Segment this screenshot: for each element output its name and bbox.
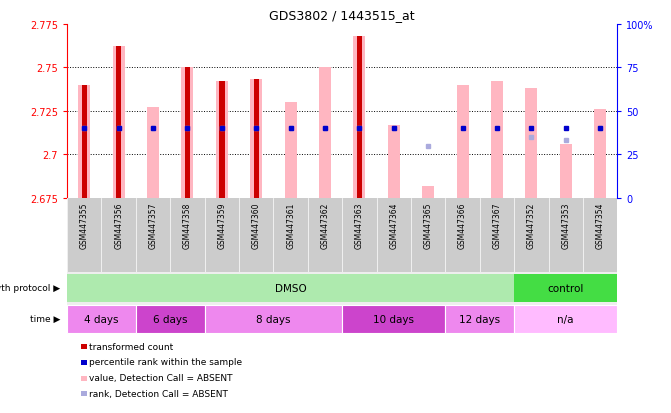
Bar — [216, 82, 228, 198]
Bar — [67, 305, 136, 333]
Bar — [357, 37, 362, 198]
Text: DMSO: DMSO — [274, 283, 307, 293]
Bar — [529, 89, 534, 198]
Bar — [205, 305, 342, 333]
Text: 8 days: 8 days — [256, 314, 291, 324]
Bar — [514, 274, 617, 302]
Title: GDS3802 / 1443515_at: GDS3802 / 1443515_at — [269, 9, 415, 22]
Text: value, Detection Call = ABSENT: value, Detection Call = ABSENT — [89, 373, 232, 382]
Bar — [113, 47, 125, 198]
Bar — [185, 68, 190, 198]
Text: GSM447356: GSM447356 — [114, 202, 123, 248]
Bar — [342, 305, 446, 333]
Bar — [597, 110, 603, 198]
Text: GSM447361: GSM447361 — [286, 202, 295, 248]
Text: rank, Detection Call = ABSENT: rank, Detection Call = ABSENT — [89, 389, 227, 398]
Text: 4 days: 4 days — [85, 314, 119, 324]
Bar — [181, 68, 193, 198]
Bar — [446, 305, 514, 333]
Text: GSM447352: GSM447352 — [527, 202, 536, 248]
Text: GSM447366: GSM447366 — [458, 202, 467, 248]
Bar — [491, 82, 503, 198]
Text: GSM447359: GSM447359 — [217, 202, 226, 248]
Bar — [288, 103, 293, 198]
Text: GSM447365: GSM447365 — [423, 202, 433, 248]
Bar — [560, 145, 572, 198]
Bar — [219, 82, 225, 198]
Text: time ▶: time ▶ — [30, 315, 60, 323]
Bar — [514, 305, 617, 333]
Bar — [285, 103, 297, 198]
Bar — [82, 85, 87, 198]
Bar — [116, 47, 121, 198]
Text: transformed count: transformed count — [89, 342, 173, 351]
Bar — [422, 186, 434, 198]
Text: 12 days: 12 days — [459, 314, 501, 324]
Bar — [456, 85, 468, 198]
Bar — [150, 108, 156, 198]
Bar — [594, 110, 606, 198]
Text: GSM447355: GSM447355 — [80, 202, 89, 248]
Text: growth protocol ▶: growth protocol ▶ — [0, 284, 60, 292]
Text: GSM447363: GSM447363 — [355, 202, 364, 248]
Bar — [322, 68, 327, 198]
Bar — [525, 89, 537, 198]
Text: GSM447364: GSM447364 — [389, 202, 399, 248]
Text: GSM447362: GSM447362 — [321, 202, 329, 248]
Bar — [79, 85, 91, 198]
Bar — [67, 274, 514, 302]
Bar — [495, 82, 500, 198]
Text: control: control — [548, 283, 584, 293]
Bar — [460, 85, 465, 198]
Text: GSM447354: GSM447354 — [596, 202, 605, 248]
Bar — [563, 145, 568, 198]
Text: 6 days: 6 days — [153, 314, 187, 324]
Bar — [391, 126, 397, 198]
Text: GSM447367: GSM447367 — [493, 202, 501, 248]
Bar — [388, 126, 400, 198]
Text: GSM447360: GSM447360 — [252, 202, 261, 248]
Text: GSM447353: GSM447353 — [561, 202, 570, 248]
Bar — [147, 108, 159, 198]
Bar — [425, 186, 431, 198]
Bar — [136, 305, 205, 333]
Text: GSM447358: GSM447358 — [183, 202, 192, 248]
Text: GSM447357: GSM447357 — [148, 202, 158, 248]
Text: n/a: n/a — [558, 314, 574, 324]
Bar — [254, 80, 259, 198]
Text: 10 days: 10 days — [373, 314, 414, 324]
Bar — [250, 80, 262, 198]
Bar — [354, 37, 366, 198]
Text: percentile rank within the sample: percentile rank within the sample — [89, 357, 242, 366]
Bar — [319, 68, 331, 198]
